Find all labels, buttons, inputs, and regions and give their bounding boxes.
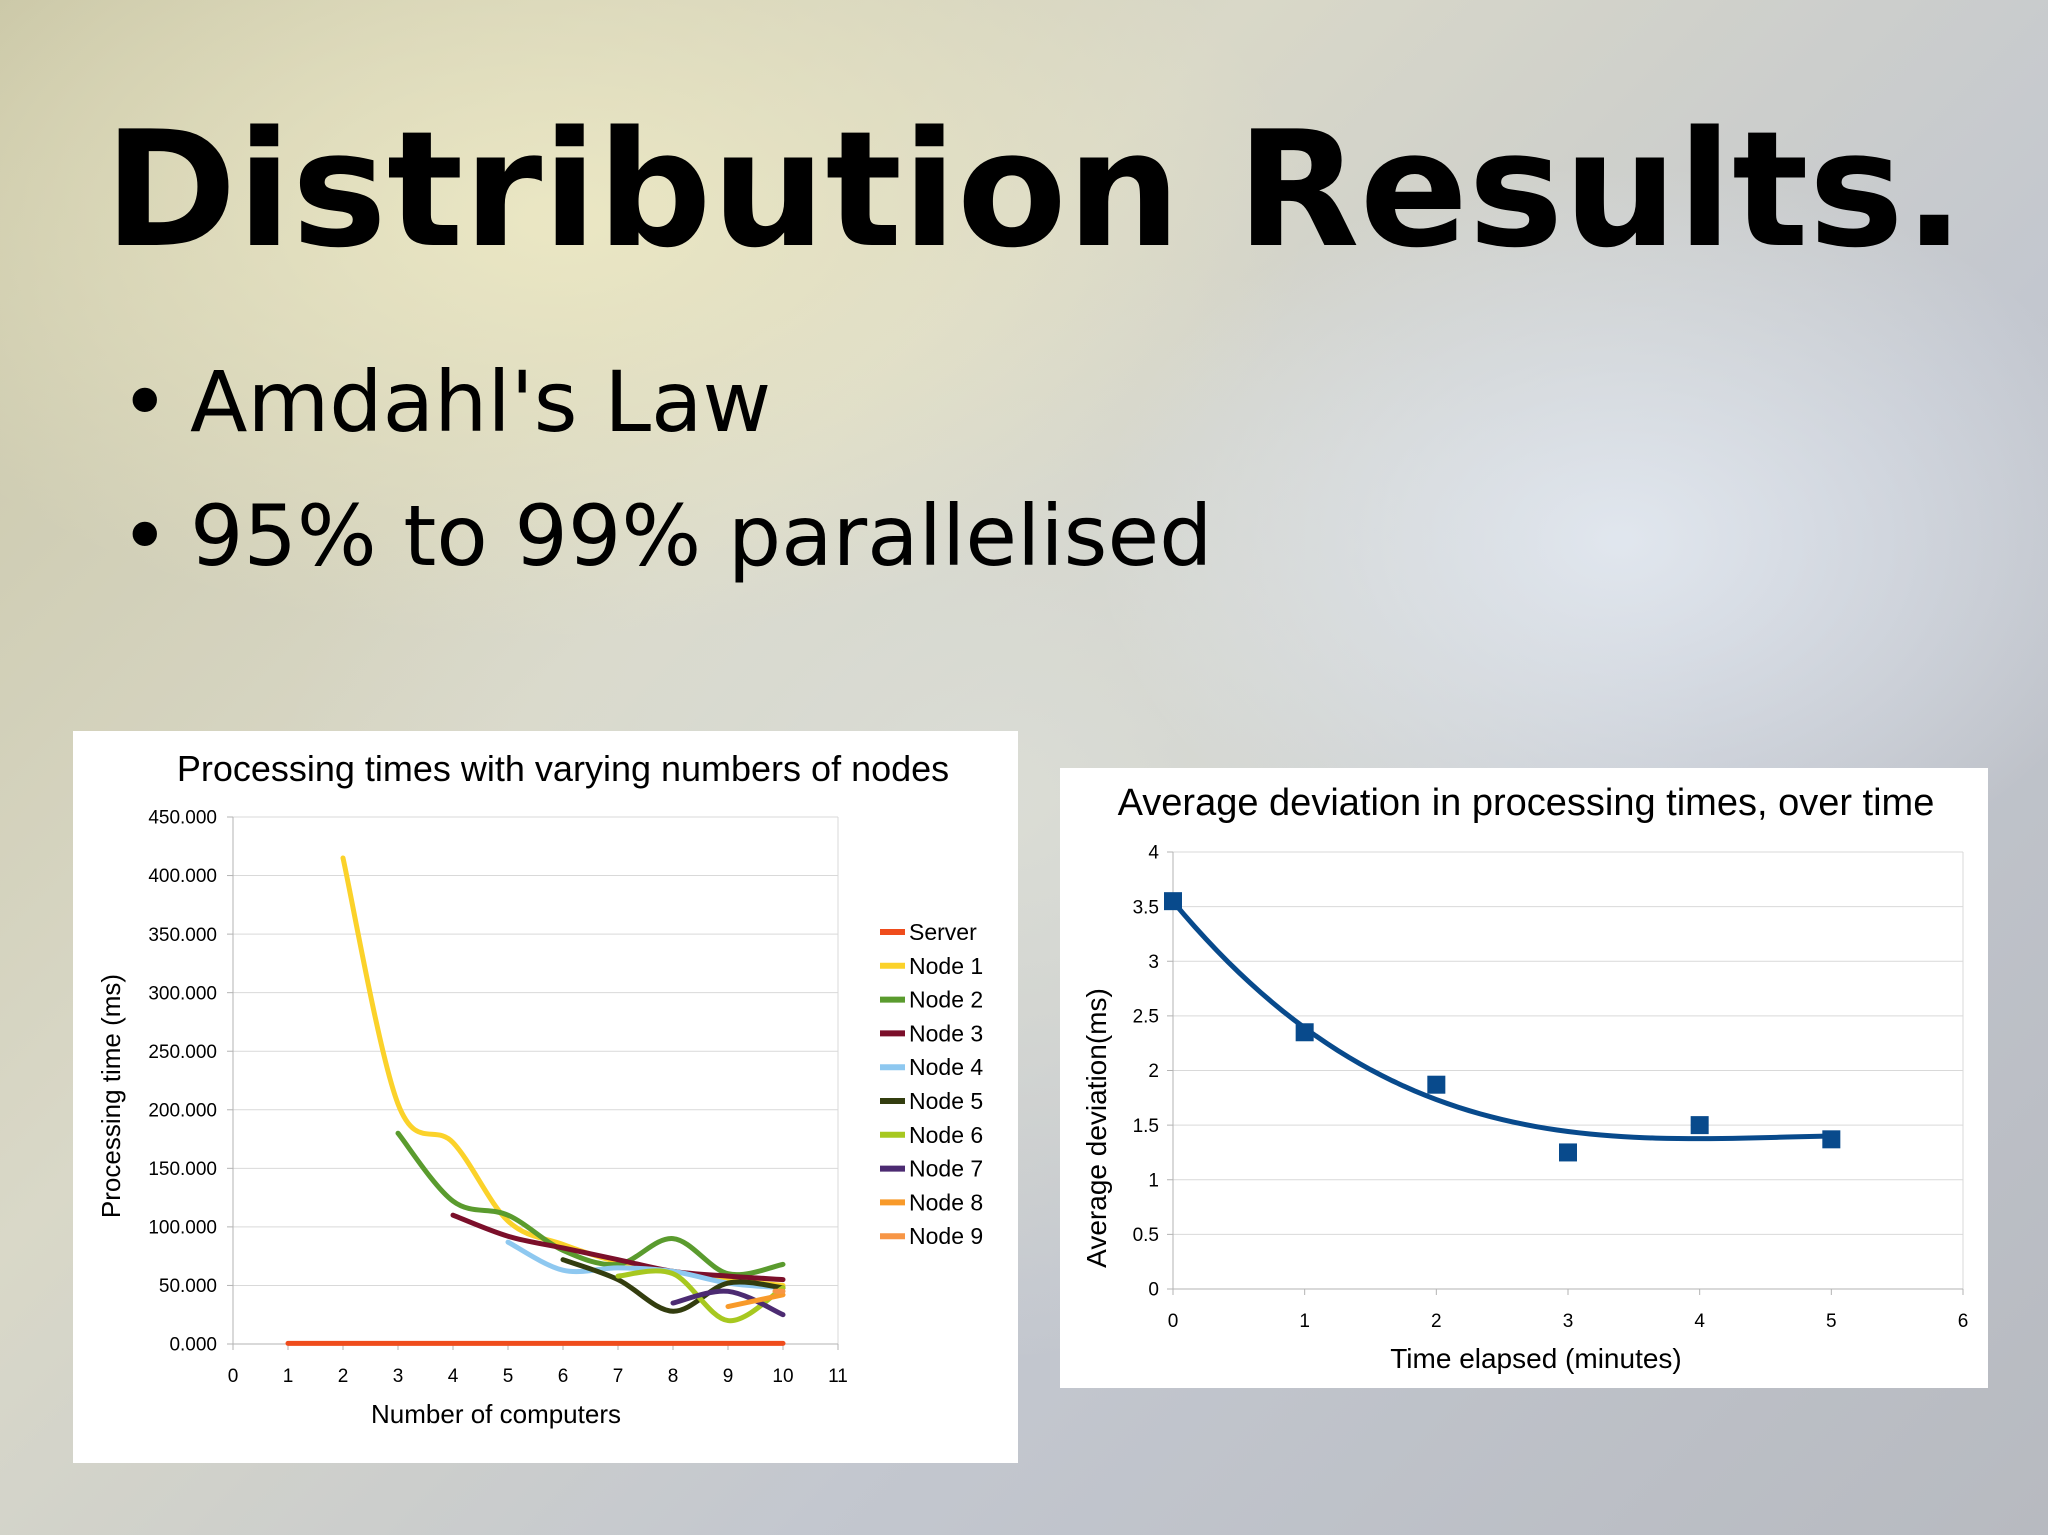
legend-label: Node 1 (909, 953, 983, 979)
bullet-dot-icon: • (120, 487, 170, 585)
slide-title: Distribution Results. (104, 96, 1965, 283)
x-tick-label: 9 (723, 1366, 734, 1387)
series-line (670, 1288, 786, 1318)
x-tick-label: 6 (1958, 1311, 1969, 1332)
x-tick-label: 5 (503, 1366, 514, 1387)
y-tick-label: 450.000 (148, 808, 217, 829)
chart-title: Average deviation in processing times, o… (1118, 782, 1935, 824)
y-tick-label: 1.5 (1133, 1116, 1159, 1137)
x-tick-label: 2 (1431, 1311, 1442, 1332)
x-tick-label: 5 (1826, 1311, 1837, 1332)
x-tick-label: 1 (283, 1366, 294, 1387)
x-tick-label: 1 (1299, 1311, 1310, 1332)
x-axis-label: Time elapsed (minutes) (1390, 1343, 1682, 1374)
series-line (615, 1268, 786, 1324)
series-line (725, 1292, 786, 1310)
x-tick-label: 0 (1168, 1311, 1179, 1332)
data-point-marker (1427, 1075, 1446, 1094)
y-tick-label: 50.000 (159, 1276, 217, 1297)
legend-label: Node 2 (909, 987, 983, 1013)
y-tick-label: 300.000 (148, 983, 217, 1004)
y-tick-label: 0.000 (169, 1335, 217, 1356)
data-point-marker (1690, 1116, 1709, 1135)
chart-title: Processing times with varying numbers of… (177, 748, 949, 789)
x-tick-label: 7 (613, 1366, 624, 1387)
y-tick-label: 350.000 (148, 925, 217, 946)
x-tick-label: 2 (338, 1366, 349, 1387)
y-tick-label: 2 (1148, 1061, 1159, 1082)
x-tick-label: 11 (828, 1366, 848, 1387)
y-tick-label: 400.000 (148, 866, 217, 887)
legend-label: Node 4 (909, 1054, 983, 1080)
bullet-item: • Amdahl's Law (120, 360, 1212, 494)
average-deviation-svg: Average deviation in processing times, o… (1081, 782, 1969, 1374)
series-line (450, 1212, 786, 1283)
bullet-text: 95% to 99% parallelised (190, 487, 1213, 585)
bullet-list: • Amdahl's Law • 95% to 99% parallelised (120, 360, 1212, 628)
x-axis-label: Number of computers (371, 1399, 621, 1429)
data-point-marker (1164, 892, 1182, 911)
x-tick-label: 6 (558, 1366, 569, 1387)
y-tick-label: 3 (1148, 952, 1159, 973)
y-tick-label: 0 (1148, 1280, 1159, 1301)
bullet-dot-icon: • (120, 353, 170, 451)
x-tick-label: 3 (1563, 1311, 1574, 1332)
series-line (560, 1257, 786, 1314)
y-tick-label: 200.000 (148, 1100, 217, 1121)
processing-times-svg: Processing times with varying numbers of… (96, 748, 983, 1429)
bullet-item: • 95% to 99% parallelised (120, 494, 1212, 628)
y-tick-label: 1 (1148, 1170, 1159, 1191)
series-line (395, 1130, 786, 1278)
y-axis-label: Average deviation(ms) (1081, 988, 1112, 1268)
series-line (340, 855, 786, 1288)
legend-label: Node 6 (909, 1122, 983, 1148)
data-point-marker (1822, 1130, 1841, 1149)
x-tick-label: 3 (393, 1366, 404, 1387)
x-tick-label: 8 (668, 1366, 679, 1387)
x-tick-label: 4 (1694, 1311, 1705, 1332)
x-tick-label: 0 (228, 1366, 239, 1387)
y-tick-label: 150.000 (148, 1159, 217, 1180)
y-axis-label: Processing time (ms) (96, 974, 126, 1218)
average-deviation-chart: Average deviation in processing times, o… (1060, 768, 1988, 1388)
legend-label: Server (909, 919, 977, 945)
data-point-marker (1295, 1023, 1314, 1042)
x-tick-label: 10 (772, 1366, 793, 1387)
y-tick-label: 2.5 (1133, 1007, 1159, 1028)
legend-label: Node 3 (909, 1020, 983, 1046)
legend-label: Node 9 (909, 1223, 983, 1249)
legend-label: Node 7 (909, 1156, 983, 1182)
processing-times-chart: Processing times with varying numbers of… (73, 731, 1018, 1463)
data-point-marker (1559, 1143, 1577, 1162)
legend-label: Node 8 (909, 1189, 983, 1215)
bullet-text: Amdahl's Law (190, 353, 772, 451)
x-tick-label: 4 (448, 1366, 459, 1387)
y-tick-label: 4 (1148, 843, 1159, 864)
y-tick-label: 100.000 (148, 1218, 217, 1239)
legend-label: Node 5 (909, 1088, 983, 1114)
y-tick-label: 0.5 (1133, 1225, 1159, 1246)
trend-line (1170, 898, 1834, 1142)
y-tick-label: 3.5 (1133, 897, 1159, 918)
y-tick-label: 250.000 (148, 1042, 217, 1063)
